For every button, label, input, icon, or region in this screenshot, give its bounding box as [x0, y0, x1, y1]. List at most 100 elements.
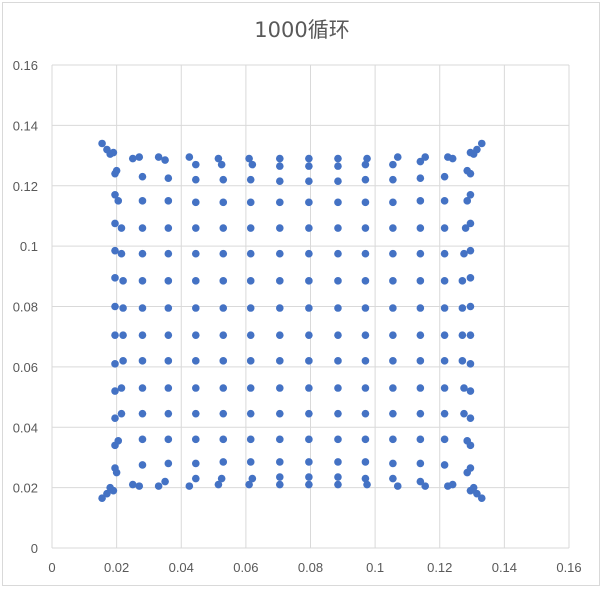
- data-point: [276, 177, 284, 186]
- data-point: [334, 177, 342, 186]
- data-point: [466, 219, 475, 228]
- data-point: [448, 154, 457, 163]
- data-point: [276, 409, 284, 418]
- data-point: [305, 331, 313, 339]
- data-point: [334, 331, 342, 339]
- data-point: [138, 249, 147, 258]
- data-point: [109, 148, 118, 157]
- data-point: [138, 357, 147, 365]
- data-point: [276, 277, 284, 285]
- data-point: [138, 197, 147, 205]
- data-point: [389, 277, 397, 285]
- data-point: [416, 331, 425, 339]
- y-axis-tick-labels: 0 0.02 0.04 0.06 0.08 0.1 0.12 0.14 0.16: [13, 58, 38, 556]
- data-point: [219, 277, 228, 285]
- data-point: [361, 384, 370, 392]
- data-point: [191, 409, 200, 418]
- data-point: [305, 473, 313, 481]
- data-point: [191, 175, 200, 184]
- data-point: [128, 480, 137, 489]
- data-point: [334, 435, 342, 444]
- data-point: [161, 477, 169, 486]
- data-point: [305, 162, 313, 170]
- data-point: [138, 409, 147, 418]
- data-point: [334, 357, 342, 365]
- data-point: [334, 384, 342, 392]
- data-point: [466, 148, 475, 157]
- data-point: [389, 409, 397, 418]
- data-point: [361, 331, 370, 339]
- data-point: [416, 459, 425, 468]
- data-point: [466, 414, 475, 422]
- data-point: [164, 384, 173, 392]
- data-point: [334, 224, 342, 232]
- data-point: [219, 435, 228, 444]
- data-point: [416, 435, 425, 444]
- data-point: [219, 458, 228, 466]
- data-point: [421, 482, 430, 490]
- x-tick-label: 0.04: [169, 560, 194, 575]
- data-point: [138, 224, 147, 232]
- data-point: [246, 175, 255, 184]
- data-point: [117, 224, 126, 232]
- data-point: [440, 461, 449, 469]
- data-point: [416, 174, 425, 183]
- data-point: [246, 384, 255, 392]
- data-point: [246, 224, 255, 232]
- data-point: [305, 409, 313, 418]
- y-tick-label: 0.04: [13, 420, 38, 435]
- data-point: [245, 154, 253, 163]
- data-point: [219, 409, 228, 418]
- data-point: [111, 191, 119, 199]
- y-tick-label: 0.02: [13, 481, 38, 496]
- data-point: [361, 435, 370, 444]
- data-point: [463, 166, 472, 175]
- data-point: [463, 468, 472, 477]
- data-point: [440, 197, 449, 205]
- data-point: [334, 277, 342, 285]
- y-tick-label: 0.16: [13, 58, 38, 73]
- data-point: [164, 277, 173, 285]
- data-points: [98, 139, 486, 502]
- x-tick-label: 0.1: [366, 560, 384, 575]
- data-point: [466, 191, 475, 199]
- data-point: [363, 480, 371, 489]
- data-point: [460, 249, 468, 258]
- data-point: [191, 304, 200, 312]
- data-point: [466, 387, 475, 395]
- y-tick-label: 0: [31, 541, 38, 556]
- x-tick-label: 0.02: [104, 560, 129, 575]
- data-point: [191, 331, 200, 339]
- data-point: [389, 160, 397, 169]
- data-point: [98, 494, 106, 502]
- data-point: [361, 175, 370, 184]
- data-point: [361, 409, 370, 418]
- data-point: [416, 477, 425, 486]
- data-point: [440, 304, 449, 312]
- data-point: [191, 474, 200, 483]
- data-point: [276, 384, 284, 392]
- data-point: [334, 198, 342, 207]
- data-point: [389, 357, 397, 365]
- data-point: [119, 277, 127, 285]
- data-point: [334, 458, 342, 466]
- data-point: [246, 304, 255, 312]
- data-point: [246, 277, 255, 285]
- data-point: [361, 474, 370, 483]
- data-point: [463, 197, 472, 205]
- data-point: [185, 153, 194, 161]
- data-point: [416, 277, 425, 285]
- x-tick-label: 0: [48, 560, 55, 575]
- x-axis-tick-labels: 0 0.02 0.04 0.06 0.08 0.1 0.12 0.14 0.16: [48, 560, 581, 575]
- data-point: [276, 473, 284, 481]
- data-point: [363, 154, 371, 163]
- data-point: [361, 198, 370, 207]
- data-point: [276, 435, 284, 444]
- data-point: [191, 277, 200, 285]
- data-point: [128, 154, 137, 163]
- data-point: [458, 277, 467, 285]
- data-point: [164, 304, 173, 312]
- data-point: [461, 224, 470, 232]
- data-point: [305, 177, 313, 186]
- data-point: [164, 224, 173, 232]
